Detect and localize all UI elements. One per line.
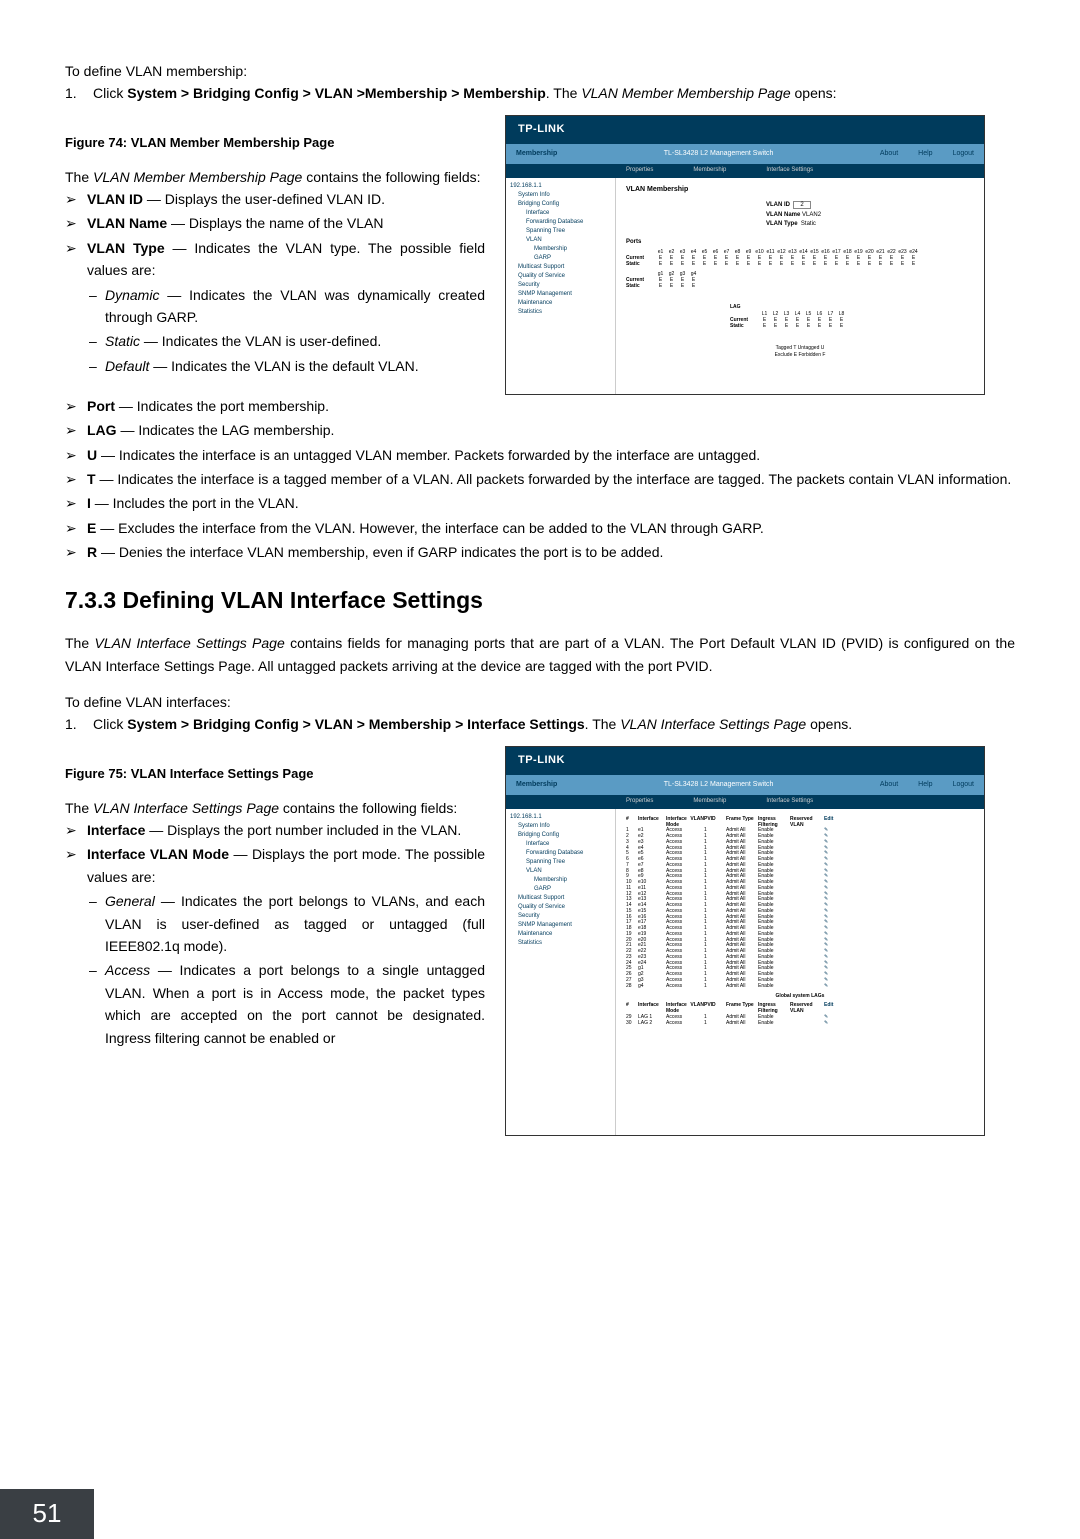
- nav-item[interactable]: Maintenance: [510, 930, 611, 939]
- about-link[interactable]: About: [880, 779, 898, 790]
- nav-item[interactable]: Statistics: [510, 939, 611, 948]
- nav-item[interactable]: Interface: [510, 209, 611, 218]
- nav-item[interactable]: Forwarding Database: [510, 218, 611, 227]
- nav-item[interactable]: System Info: [510, 822, 611, 831]
- nav-item[interactable]: Interface: [510, 840, 611, 849]
- nav-item[interactable]: Spanning Tree: [510, 858, 611, 867]
- tp-logo: TP-LINK: [518, 121, 565, 139]
- nav-item[interactable]: SNMP Management: [510, 921, 611, 930]
- nav-item[interactable]: Bridging Config: [510, 831, 611, 840]
- figure-75-caption: Figure 75: VLAN Interface Settings Page: [65, 764, 485, 785]
- page-number: 51: [0, 1489, 94, 1539]
- section-7-3-3-title: 7.3.3 Defining VLAN Interface Settings: [65, 582, 1015, 619]
- figure-74-caption: Figure 74: VLAN Member Membership Page: [65, 133, 485, 154]
- nav-item[interactable]: Statistics: [510, 308, 611, 317]
- nav-item[interactable]: Multicast Support: [510, 263, 611, 272]
- figure-74-screenshot: TP-LINK Membership TL-SL3428 L2 Manageme…: [505, 115, 985, 395]
- step-1: 1. Click System > Bridging Config > VLAN…: [65, 82, 1015, 104]
- figure-75-screenshot: TP-LINK Membership TL-SL3428 L2 Manageme…: [505, 746, 985, 1136]
- page-content: To define VLAN membership: 1. Click Syst…: [65, 60, 1015, 1136]
- nav-item[interactable]: 192.168.1.1: [510, 182, 611, 191]
- nav-item[interactable]: Forwarding Database: [510, 849, 611, 858]
- nav-item[interactable]: Quality of Service: [510, 903, 611, 912]
- nav-item[interactable]: Quality of Service: [510, 272, 611, 281]
- nav-item[interactable]: Membership: [510, 245, 611, 254]
- nav-item[interactable]: Spanning Tree: [510, 227, 611, 236]
- tab-membership[interactable]: Membership: [693, 166, 726, 176]
- step-num: 1.: [65, 82, 93, 104]
- nav-item[interactable]: Security: [510, 912, 611, 921]
- nav-item[interactable]: Maintenance: [510, 299, 611, 308]
- nav-item[interactable]: GARP: [510, 885, 611, 894]
- help-link[interactable]: Help: [918, 779, 932, 790]
- nav-item[interactable]: VLAN: [510, 867, 611, 876]
- nav-item[interactable]: Bridging Config: [510, 200, 611, 209]
- nav-tree: 192.168.1.1System InfoBridging ConfigInt…: [506, 178, 616, 394]
- nav-item[interactable]: SNMP Management: [510, 290, 611, 299]
- nav-item[interactable]: GARP: [510, 254, 611, 263]
- nav-item[interactable]: 192.168.1.1: [510, 813, 611, 822]
- nav-item[interactable]: Membership: [510, 876, 611, 885]
- logout-link[interactable]: Logout: [953, 148, 974, 159]
- bullet-arrow: ➢: [65, 188, 77, 210]
- nav-item[interactable]: Security: [510, 281, 611, 290]
- logout-link[interactable]: Logout: [953, 779, 974, 790]
- vlan-id-select[interactable]: 2: [793, 201, 810, 209]
- nav-item[interactable]: VLAN: [510, 236, 611, 245]
- nav-item[interactable]: System Info: [510, 191, 611, 200]
- tab-properties[interactable]: Properties: [626, 166, 653, 176]
- edit-icon[interactable]: ✎: [824, 984, 842, 990]
- about-link[interactable]: About: [880, 148, 898, 159]
- nav-item[interactable]: Multicast Support: [510, 894, 611, 903]
- tab-interface-settings[interactable]: Interface Settings: [766, 166, 813, 176]
- intro-text: To define VLAN membership:: [65, 60, 1015, 82]
- step-1b: 1. Click System > Bridging Config > VLAN…: [65, 713, 1015, 735]
- help-link[interactable]: Help: [918, 148, 932, 159]
